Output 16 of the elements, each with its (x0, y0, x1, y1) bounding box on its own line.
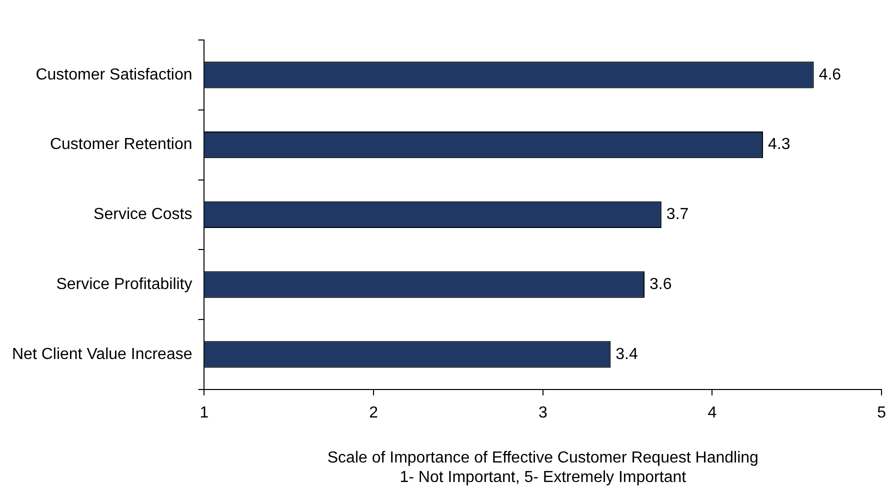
x-tick-label: 4 (708, 404, 717, 422)
x-axis-title: Scale of Importance of Effective Customer Request Handling 1- Not Important, 5- Extremely Important (327, 450, 758, 486)
y-tick-label: Net Client Value Increase (12, 346, 192, 363)
y-tick-label: Customer Satisfaction (36, 66, 192, 84)
data-label: 4.6 (818, 66, 842, 84)
y-tick-label: Service Profitability (56, 276, 192, 293)
y-tick-label: Customer Retention (50, 136, 192, 154)
x-tick-label: 2 (369, 404, 378, 422)
x-tick-label: 5 (877, 404, 886, 422)
x-tick-label: 3 (538, 404, 548, 422)
data-label: 3.6 (649, 276, 672, 293)
y-tick-label: Service Costs (94, 206, 192, 224)
x-tick-label: 1 (200, 404, 209, 422)
data-label: 3.4 (616, 346, 638, 363)
data-label: 3.7 (666, 206, 689, 224)
data-label: 4.3 (768, 136, 790, 154)
